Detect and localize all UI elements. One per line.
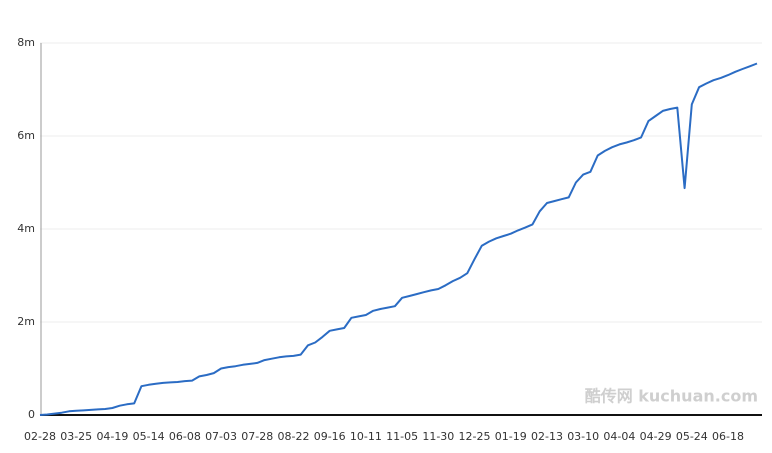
x-tick-label: 04-29 bbox=[640, 430, 672, 443]
x-tick-label: 06-08 bbox=[169, 430, 201, 443]
y-tick-label: 2m bbox=[17, 315, 35, 328]
y-tick-label: 4m bbox=[17, 222, 35, 235]
x-tick-label: 07-03 bbox=[205, 430, 237, 443]
x-tick-label: 01-19 bbox=[495, 430, 527, 443]
x-tick-label: 12-25 bbox=[459, 430, 491, 443]
data-line bbox=[39, 62, 758, 416]
x-tick-label: 02-13 bbox=[531, 430, 563, 443]
x-tick-label: 05-14 bbox=[133, 430, 165, 443]
x-tick-label: 04-04 bbox=[603, 430, 635, 443]
x-tick-label: 03-10 bbox=[567, 430, 599, 443]
x-tick-label: 11-05 bbox=[386, 430, 418, 443]
x-tick-label: 03-25 bbox=[60, 430, 92, 443]
x-tick-label: 09-16 bbox=[314, 430, 346, 443]
x-tick-label: 11-30 bbox=[422, 430, 454, 443]
x-tick-label: 10-11 bbox=[350, 430, 382, 443]
x-tick-label: 06-18 bbox=[712, 430, 744, 443]
y-tick-label: 0 bbox=[28, 408, 35, 421]
x-tick-label: 04-19 bbox=[96, 430, 128, 443]
y-tick-label: 6m bbox=[17, 129, 35, 142]
watermark: 酷传网 kuchuan.com bbox=[585, 387, 758, 406]
x-tick-label: 02-28 bbox=[24, 430, 56, 443]
x-tick-label: 08-22 bbox=[278, 430, 310, 443]
x-tick-label: 07-28 bbox=[241, 430, 273, 443]
y-tick-label: 8m bbox=[17, 36, 35, 49]
x-tick-label: 05-24 bbox=[676, 430, 708, 443]
